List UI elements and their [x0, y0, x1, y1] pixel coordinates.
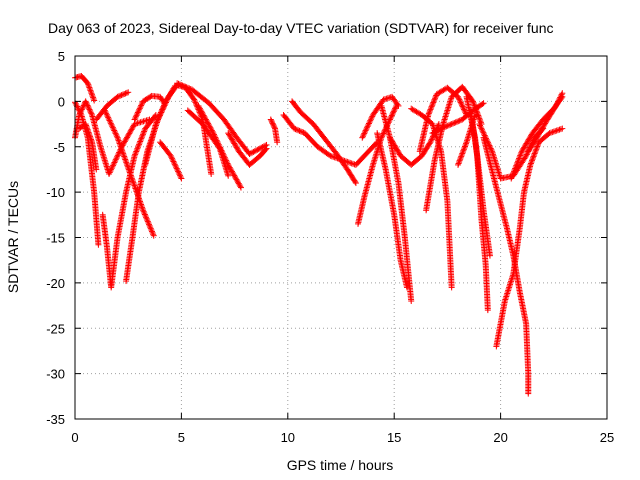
series-track-27 [429, 100, 487, 137]
series-track-01 [72, 72, 98, 104]
series-track-11 [157, 139, 185, 182]
series-track-08 [123, 82, 179, 285]
series-track-05 [99, 111, 159, 291]
series-track-30 [467, 107, 491, 314]
series-track-25 [416, 84, 470, 155]
series-track-12 [174, 80, 270, 158]
series-track-21 [374, 130, 410, 291]
series-track-02 [72, 98, 153, 177]
series-track-32 [480, 134, 532, 397]
chart-title: Day 063 of 2023, Sidereal Day-to-day VTE… [48, 20, 554, 36]
series-track-17 [280, 111, 381, 168]
series-track-26 [423, 83, 485, 214]
series-track-18 [289, 98, 359, 187]
series-track-06 [93, 89, 132, 123]
series-track-03 [72, 99, 102, 248]
series-track-16 [267, 116, 281, 146]
series-track-15 [225, 130, 270, 168]
series-track-22 [378, 102, 415, 305]
series-track-20 [359, 93, 402, 141]
series-track-14 [195, 102, 244, 191]
series-track-04 [76, 121, 100, 173]
data-points [72, 72, 566, 397]
